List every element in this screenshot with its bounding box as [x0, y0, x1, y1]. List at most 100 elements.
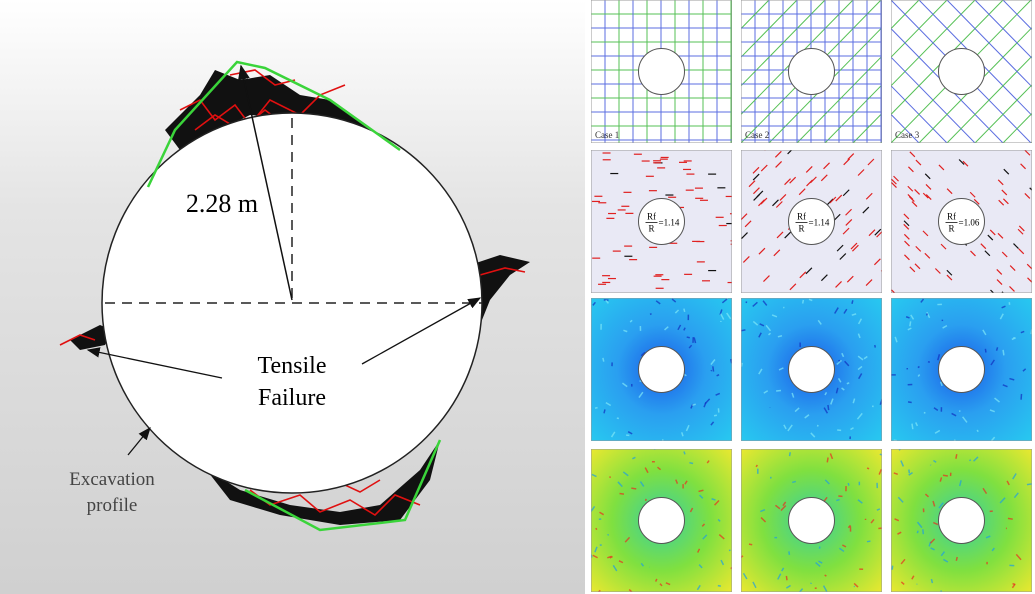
crack-mark [1029, 187, 1032, 192]
panel-hole [938, 48, 985, 95]
crack-mark [1013, 243, 1019, 250]
crack-mark [764, 150, 766, 151]
ratio-numerator: Rf [797, 212, 806, 222]
stress-streak [592, 554, 598, 559]
crack-mark [805, 267, 813, 275]
stress-streak [990, 436, 996, 441]
stress-streak [857, 333, 861, 339]
panel: Rf R =1.14 [591, 150, 732, 293]
stress-streak [850, 427, 854, 431]
stress-streak [897, 531, 902, 535]
excavation-profile-bottom [244, 439, 442, 532]
joint-line [741, 0, 770, 30]
joint-line [1002, 0, 1032, 31]
crack-mark [760, 164, 768, 172]
ratio-value: =1.06 [959, 218, 980, 228]
crack-mark [996, 279, 1003, 286]
ratio-denominator: R [648, 224, 654, 234]
crack-mark [851, 244, 859, 252]
joint-line [891, 85, 948, 143]
stress-streak [777, 573, 782, 580]
stress-streak [847, 524, 851, 529]
panel: Rf R =1.14 [741, 150, 882, 293]
stress-streak [684, 480, 688, 485]
crack-mark [820, 274, 828, 282]
crack-mark [842, 189, 850, 197]
stress-streak [602, 357, 605, 362]
crack-mark [845, 218, 853, 226]
stress-streak [698, 564, 703, 569]
ratio-numerator: Rf [947, 212, 956, 222]
crack-mark [909, 151, 916, 158]
ratio-denominator: R [948, 224, 954, 234]
crack-mark [1002, 198, 1009, 205]
failure-label: Failure [258, 385, 326, 411]
stress-streak [675, 479, 679, 484]
crack-mark [1024, 192, 1031, 199]
stress-streak [1002, 384, 1008, 388]
stress-streak [610, 431, 616, 438]
crack-mark [874, 228, 882, 236]
panel-hole [638, 198, 685, 245]
stress-streak [994, 397, 1000, 403]
stress-streak [856, 412, 863, 420]
stress-streak [999, 497, 1006, 504]
stress-streak [798, 588, 804, 592]
crack-mark [946, 274, 953, 281]
excavation-profile-top [146, 60, 401, 188]
stress-streak [788, 452, 791, 457]
stress-streak [644, 498, 647, 502]
stress-streak [699, 494, 704, 499]
crack-mark [772, 199, 779, 207]
stress-streak [940, 551, 946, 557]
stress-streak [932, 500, 936, 507]
stress-streak [683, 451, 686, 455]
crack-mark [903, 213, 910, 220]
crack-mark [1001, 189, 1008, 196]
crack-mark [998, 199, 1005, 206]
failure-label: Tensile [258, 353, 327, 379]
crack-mark [829, 196, 837, 204]
stress-streak [693, 337, 697, 344]
stress-streak [1012, 582, 1016, 586]
stress-streak [622, 471, 629, 477]
stress-streak [683, 308, 686, 313]
stress-streak [893, 472, 899, 476]
joint-line [974, 0, 1032, 59]
joint-line [891, 0, 948, 58]
stress-streak [762, 300, 768, 306]
crack-mark [907, 185, 914, 192]
crack-mark [1024, 150, 1031, 156]
joint-line [741, 0, 854, 116]
stress-streak [622, 382, 628, 388]
stress-streak [686, 336, 690, 339]
stress-streak [702, 534, 708, 540]
crack-mark [779, 194, 787, 201]
stress-streak [591, 505, 596, 512]
stress-streak [1001, 305, 1006, 309]
panel-hole [938, 346, 985, 393]
crack-mark [758, 247, 766, 255]
stress-streak [991, 547, 995, 552]
crack-mark [903, 220, 910, 227]
ratio-denominator: R [798, 224, 804, 234]
panel [741, 449, 882, 592]
panel [891, 449, 1032, 592]
crack-mark [868, 229, 876, 237]
stress-streak [900, 581, 905, 586]
joint-line [891, 27, 1004, 143]
stress-streak [930, 547, 935, 551]
crack-mark [753, 187, 760, 195]
crack-mark [904, 240, 910, 247]
stress-streak [934, 429, 941, 434]
crack-mark [915, 245, 922, 252]
joint-line [824, 84, 882, 143]
stress-streak [810, 432, 816, 438]
stress-streak [808, 298, 813, 302]
stress-streak [923, 411, 926, 414]
stress-streak [612, 564, 618, 572]
stress-streak [843, 308, 848, 314]
stress-streak [748, 543, 753, 546]
stress-streak [897, 496, 904, 503]
stress-streak [774, 504, 781, 510]
